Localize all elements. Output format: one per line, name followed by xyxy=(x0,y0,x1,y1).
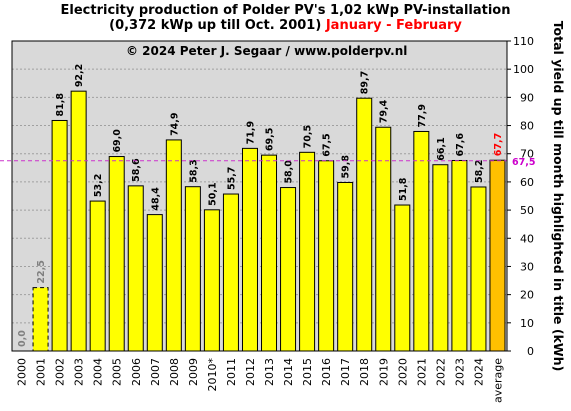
bar-2017 xyxy=(337,181,354,352)
x-tick-label: 2020 xyxy=(396,358,409,386)
bar-2010 xyxy=(203,209,220,352)
x-tick-label: 2003 xyxy=(73,358,86,386)
y-tick-label: 0 xyxy=(527,345,534,358)
x-tick-label: 2012 xyxy=(244,358,257,386)
bar-2008 xyxy=(165,139,182,352)
y-tick-label: 30 xyxy=(520,260,534,273)
value-label: 66,1 xyxy=(436,137,447,160)
x-tick-label: 2018 xyxy=(358,358,371,386)
bar-2016 xyxy=(318,160,335,352)
y-tick-label: 60 xyxy=(520,176,534,189)
bar-2023 xyxy=(451,159,468,352)
x-tick-label: 2001 xyxy=(35,358,48,386)
bar-2012 xyxy=(241,147,258,352)
bar-2015 xyxy=(299,151,316,352)
bar-2020 xyxy=(394,204,411,352)
bar-2024 xyxy=(470,186,487,352)
plot-border xyxy=(11,40,508,352)
value-label: 92,2 xyxy=(74,64,85,87)
x-tick-label: 2005 xyxy=(111,358,124,386)
y-tick-label: 110 xyxy=(513,35,534,48)
x-tick-label: 2000 xyxy=(16,358,29,386)
value-label: 81,8 xyxy=(55,93,66,117)
bar-2001 xyxy=(32,287,49,352)
value-label: 77,9 xyxy=(417,104,428,127)
bar-2014 xyxy=(280,187,297,352)
x-tick-label: 2006 xyxy=(130,358,143,386)
chart-title-period: January - February xyxy=(325,18,462,33)
value-label: 89,7 xyxy=(360,71,371,94)
x-tick-label: 2013 xyxy=(263,358,276,386)
bar-2009 xyxy=(184,186,201,352)
value-label: 79,4 xyxy=(379,99,390,123)
x-tick-label: 2016 xyxy=(320,358,333,386)
x-tick-label: 2007 xyxy=(149,358,162,386)
y-tick-label: 50 xyxy=(520,204,534,217)
copyright-text: © 2024 Peter J. Segaar / www.polderpv.nl xyxy=(126,44,407,58)
y-tick-label: 20 xyxy=(520,289,534,302)
x-tick-label: 2015 xyxy=(301,358,314,386)
value-label: 59,8 xyxy=(341,155,352,179)
value-label: 50,1 xyxy=(207,182,218,205)
value-label: 58,6 xyxy=(131,158,142,182)
value-label: 69,0 xyxy=(112,129,123,153)
chart-title-main: Electricity production of Polder PV's 1,… xyxy=(60,3,511,18)
x-tick-label: 2002 xyxy=(54,358,67,386)
chart-title-subtitle: (0,372 kWp up till Oct. 2001) xyxy=(109,18,322,33)
bar-2006 xyxy=(127,185,144,352)
bar-2018 xyxy=(356,97,373,352)
value-label: 22,5 xyxy=(36,260,47,283)
chart-title-line-1: Electricity production of Polder PV's 1,… xyxy=(0,3,571,18)
value-label: 58,3 xyxy=(188,159,199,182)
bar-2002 xyxy=(51,119,68,352)
value-label: 55,7 xyxy=(226,167,237,190)
x-tick-label: 2014 xyxy=(282,358,295,386)
y-tick-label: 40 xyxy=(520,232,534,245)
x-tick-label: 2019 xyxy=(377,358,390,386)
x-tick-label: 2010* xyxy=(206,358,219,392)
value-label: 69,5 xyxy=(265,128,276,151)
value-label: 67,6 xyxy=(455,133,466,157)
value-label: 67,5 xyxy=(322,133,333,156)
bar-2003 xyxy=(70,90,87,352)
x-tick-label: 2024 xyxy=(472,358,485,386)
y-tick-label: 70 xyxy=(520,148,534,161)
chart-title-line-2: (0,372 kWp up till Oct. 2001) January - … xyxy=(0,18,571,33)
x-tick-label: 2017 xyxy=(339,358,352,386)
x-tick-label: 2011 xyxy=(225,358,238,386)
bar-2022 xyxy=(432,164,449,352)
value-label: 53,2 xyxy=(93,174,104,197)
x-tick-label: 2008 xyxy=(168,358,181,386)
value-label: 0,0 xyxy=(17,330,28,347)
bar-2004 xyxy=(89,200,106,352)
x-tick-label: average xyxy=(491,358,504,403)
value-label: 74,9 xyxy=(169,112,180,135)
bar-2013 xyxy=(261,154,278,352)
y-tick-label: 10 xyxy=(520,317,534,330)
value-label: 70,5 xyxy=(303,125,314,148)
bar-2011 xyxy=(222,193,239,352)
y-tick-label: 90 xyxy=(520,91,534,104)
y-axis-label: Total yield up till month highlighted in… xyxy=(551,21,566,372)
bar-2007 xyxy=(146,214,163,352)
bar-average xyxy=(489,159,506,352)
bar-2021 xyxy=(413,130,430,352)
value-label: 58,2 xyxy=(474,160,485,183)
value-label: 51,8 xyxy=(398,177,409,201)
reference-line-label: 67,5 xyxy=(512,157,535,168)
x-tick-label: 2023 xyxy=(453,358,466,386)
y-tick-label: 100 xyxy=(513,63,534,76)
x-tick-label: 2022 xyxy=(434,358,447,386)
x-tick-label: 2004 xyxy=(92,358,105,386)
x-tick-label: 2009 xyxy=(187,358,200,386)
value-label: 71,9 xyxy=(245,121,256,144)
y-tick-label: 80 xyxy=(520,120,534,133)
x-tick-label: 2021 xyxy=(415,358,428,386)
value-label: 48,4 xyxy=(150,187,161,211)
bar-2005 xyxy=(108,156,125,352)
value-label: 67,7 xyxy=(493,133,504,156)
value-label: 58,0 xyxy=(284,160,295,184)
